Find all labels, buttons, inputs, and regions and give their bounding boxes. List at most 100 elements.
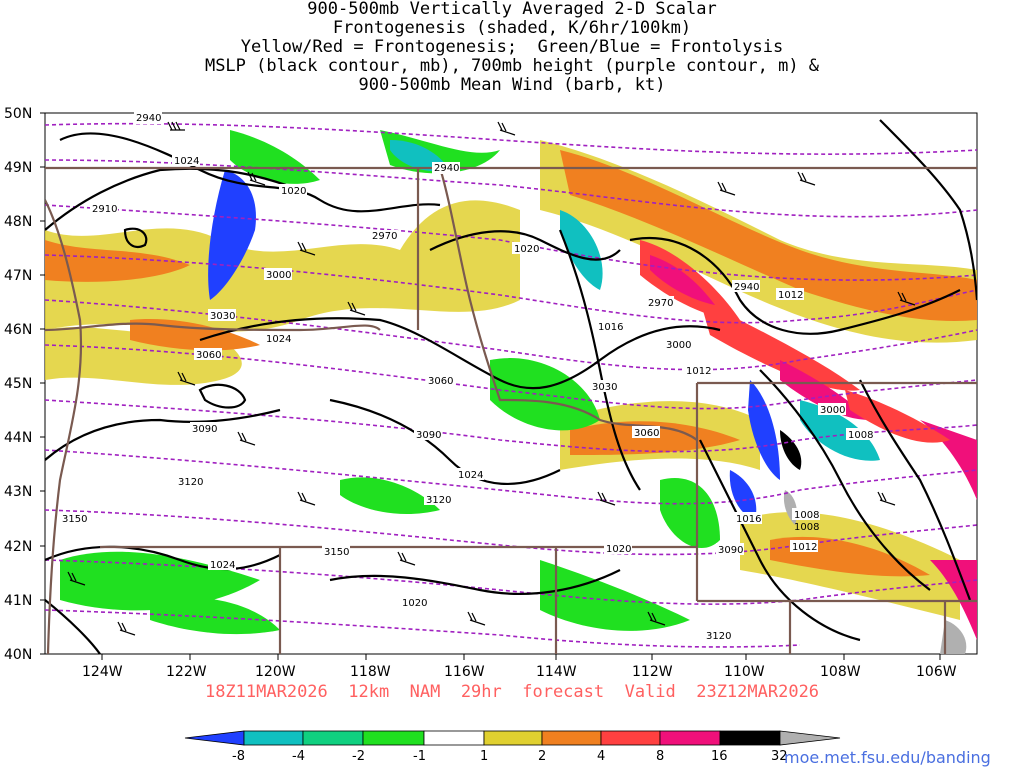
height-label: 3030	[210, 311, 235, 322]
forecast-valid-footer: 18Z11MAR2026 12km NAM 29hr forecast Vali…	[204, 682, 820, 702]
shade-black	[780, 430, 802, 470]
shade-yellow	[45, 200, 520, 332]
source-url: moe.met.fsu.edu/banding	[784, 748, 991, 767]
height-contour	[45, 204, 977, 281]
shade-green	[660, 478, 720, 549]
colorbar-label: -1	[413, 749, 426, 764]
pressure-contour	[123, 227, 148, 248]
height-label: 3150	[62, 514, 87, 525]
height-contour	[45, 299, 977, 371]
pressure-label: 1020	[606, 544, 631, 555]
wind-barb	[797, 171, 816, 186]
height-label: 3120	[178, 477, 203, 488]
pressure-label: 1020	[281, 186, 306, 197]
lon-label: 114W	[536, 664, 577, 680]
height-contour	[45, 344, 977, 410]
title-line-3: Yellow/Red = Frontogenesis; Green/Blue =…	[240, 37, 784, 57]
title-line-5: 900-500mb Mean Wind (barb, kt)	[358, 75, 666, 95]
latitude-labels: 50N 49N 48N 47N 46N 45N 44N 43N 42N 41N …	[4, 106, 32, 663]
height-label: 3000	[266, 270, 291, 281]
height-label: 3090	[416, 430, 441, 441]
lon-label: 120W	[255, 664, 296, 680]
pressure-label: 1020	[402, 598, 427, 609]
colorbar-swatch	[541, 730, 602, 746]
lat-label: 40N	[4, 647, 32, 663]
wind-barb	[717, 181, 736, 196]
pressure-contour	[45, 545, 281, 571]
pressure-contour	[859, 379, 972, 601]
lat-label: 46N	[4, 322, 32, 338]
wind-barb	[647, 611, 666, 626]
shade-green	[490, 358, 600, 431]
lat-label: 47N	[4, 268, 32, 284]
pressure-contours	[45, 119, 977, 654]
lat-label: 42N	[4, 539, 32, 555]
colorbar-swatch	[719, 730, 781, 746]
pressure-label: 1008	[794, 510, 819, 521]
pressure-label: 1016	[598, 322, 623, 333]
wind-barb	[67, 571, 86, 586]
colorbar-swatch	[600, 730, 661, 746]
height-label: 3030	[592, 382, 617, 393]
height-label: 3120	[706, 631, 731, 642]
wind-barb	[497, 121, 516, 136]
height-label: 3060	[196, 350, 221, 361]
pressure-label: 1008	[794, 522, 819, 533]
wind-barb	[877, 491, 896, 506]
colorbar-label: 16	[711, 749, 728, 764]
pressure-contour	[699, 439, 861, 642]
wind-barb	[347, 301, 366, 316]
lat-label: 41N	[4, 593, 32, 609]
wind-barb	[237, 431, 256, 446]
wind-barbs	[67, 121, 916, 636]
lat-label: 49N	[4, 160, 32, 176]
pressure-contour	[329, 569, 621, 595]
wind-barb	[467, 611, 486, 626]
lat-label: 50N	[4, 106, 32, 122]
height-label: 3120	[426, 495, 451, 506]
height-contour	[45, 449, 977, 505]
colorbar-label: 4	[597, 749, 605, 764]
wind-barb	[177, 371, 196, 386]
shade-gray	[940, 620, 967, 654]
axis-ticks	[40, 112, 941, 660]
colorbar-label: -2	[352, 749, 365, 764]
shade-magenta	[780, 360, 870, 420]
height-label: 2940	[136, 113, 161, 124]
height-contour	[45, 254, 977, 324]
shade-red	[700, 300, 860, 391]
height-label: 3000	[820, 405, 845, 416]
height-contour	[45, 122, 977, 155]
height-label: 2910	[92, 204, 117, 215]
lat-label: 45N	[4, 376, 32, 392]
lon-label: 108W	[820, 664, 861, 680]
pressure-label: 1012	[686, 366, 711, 377]
wind-barb	[897, 291, 916, 306]
border-coast	[45, 199, 83, 654]
pressure-contour	[759, 369, 931, 591]
pressure-contour	[629, 237, 961, 335]
lat-label: 44N	[4, 430, 32, 446]
pressure-contour	[45, 408, 281, 461]
colorbar-swatch	[184, 730, 245, 746]
pressure-contour	[879, 119, 977, 301]
pressure-label: 1024	[174, 156, 199, 167]
colorbar-label: 8	[656, 749, 664, 764]
height-label: 3150	[324, 547, 349, 558]
colorbar-label: 2	[538, 749, 546, 764]
lon-label: 112W	[632, 664, 673, 680]
height-label: 2940	[434, 163, 459, 174]
pressure-label: 1012	[792, 542, 817, 553]
title-line-4: MSLP (black contour, mb), 700mb height (…	[204, 56, 820, 76]
wind-barb	[297, 491, 316, 506]
pressure-label: 1024	[458, 470, 483, 481]
height-contour	[45, 509, 977, 556]
contour-labels: 1024 1020 1024 1020 1016 1012 1012 1008 …	[60, 112, 874, 642]
shade-green	[150, 597, 280, 635]
height-contour	[45, 609, 801, 648]
pressure-contour	[45, 167, 301, 231]
colorbar-label: -8	[232, 749, 245, 764]
frontogenesis-shading	[45, 130, 977, 654]
colorbar-swatch	[423, 730, 485, 746]
